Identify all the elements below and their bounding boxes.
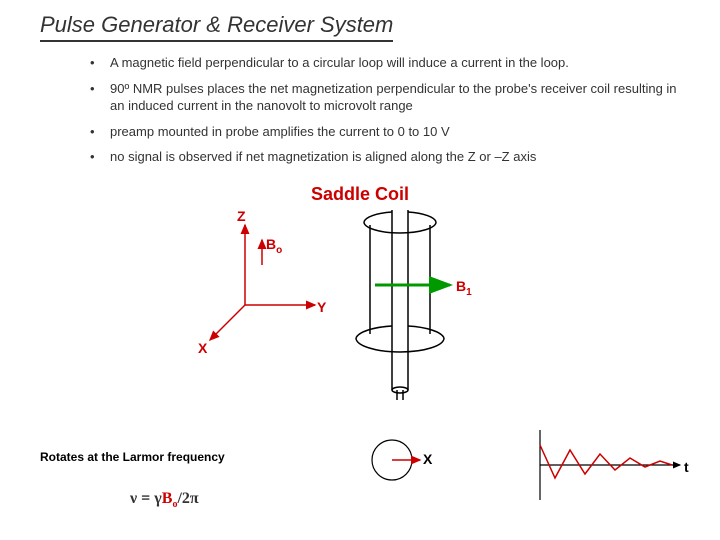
- y-axis-label: Y: [317, 299, 326, 315]
- decay-signal: [540, 445, 672, 478]
- rotates-caption: Rotates at the Larmor frequency: [40, 450, 225, 464]
- z-axis-label: Z: [237, 208, 246, 224]
- time-axis-label: t: [684, 459, 689, 475]
- x-vector-label: X: [423, 451, 432, 467]
- x-axis-label: X: [198, 340, 207, 356]
- larmor-formula: ν = γBo/2π: [130, 490, 199, 510]
- b1-label: B1: [456, 278, 472, 298]
- saddle-coil-shape: [356, 210, 444, 400]
- bo-label: Bo: [266, 236, 282, 256]
